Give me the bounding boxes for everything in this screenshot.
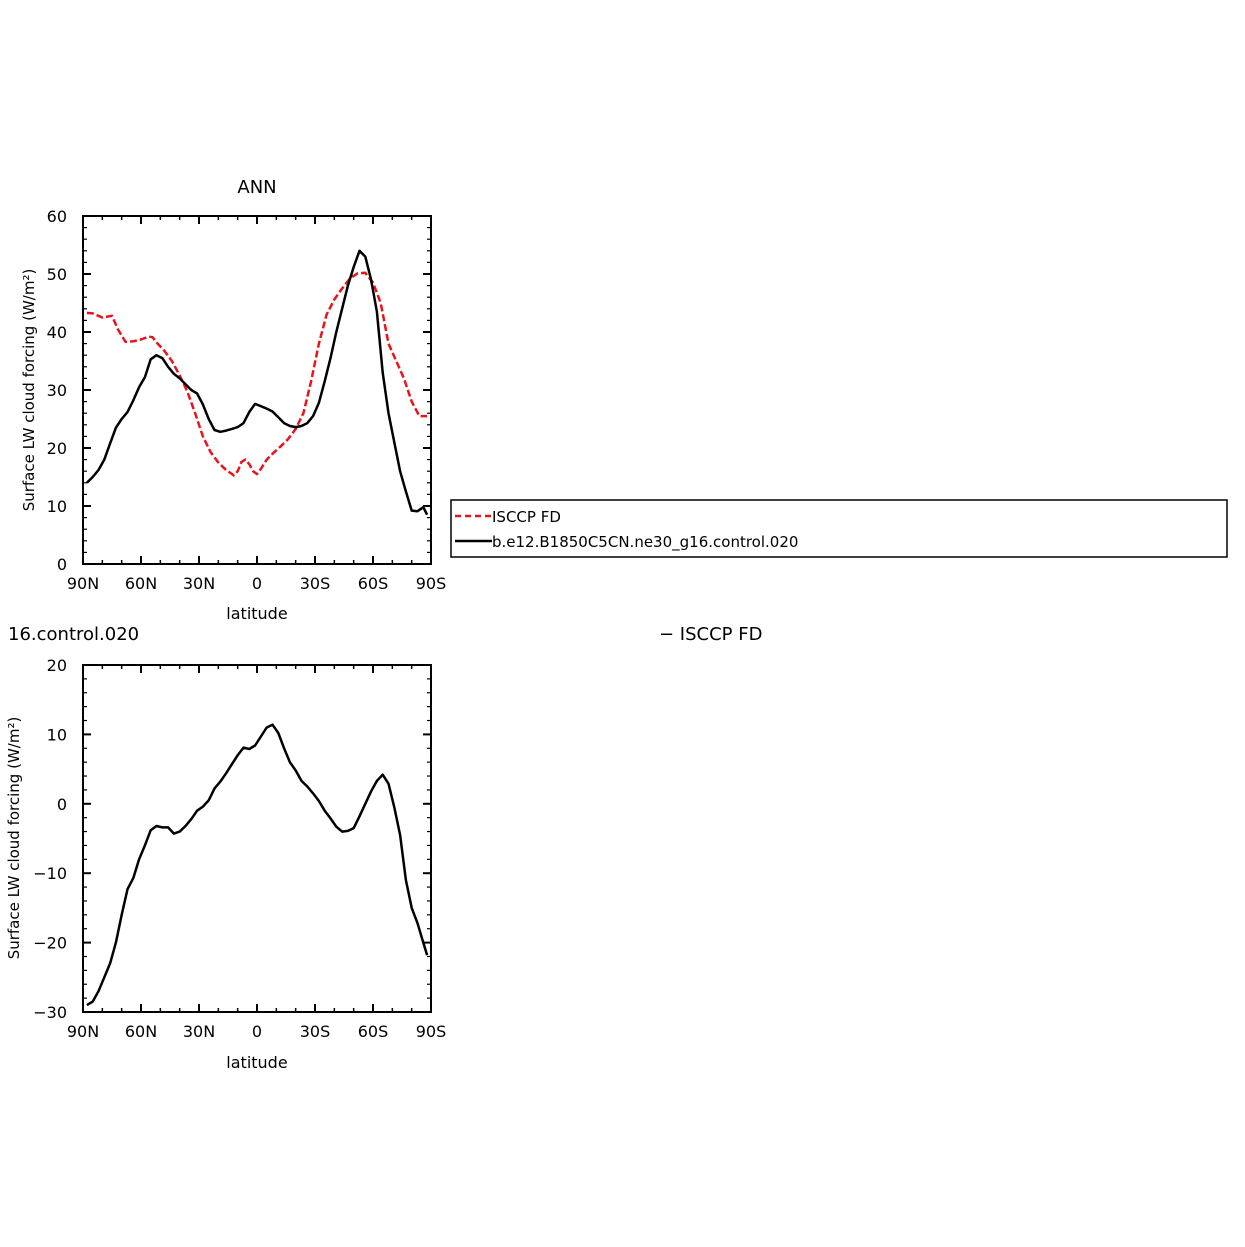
y-axis-label: Surface LW cloud forcing (W/m²) (5, 717, 23, 960)
plot-frame (82, 664, 432, 1013)
legend-label-model: b.e12.B1850C5CN.ne30_g16.control.020 (492, 533, 798, 552)
x-tick-label: 30N (183, 574, 215, 593)
series-line-a (86, 271, 428, 477)
y-tick-label: 40 (47, 323, 67, 342)
x-tick-label: 60N (125, 1022, 157, 1041)
y-tick-label: 10 (47, 725, 67, 744)
series-group (86, 723, 429, 1007)
series-line-b (86, 249, 429, 516)
y-tick-label: 30 (47, 381, 67, 400)
y-tick-label: 0 (57, 555, 67, 574)
x-tick-label: 30S (300, 1022, 331, 1041)
legend: ISCCP FD b.e12.B1850C5CN.ne30_g16.contro… (450, 499, 1228, 558)
x-tick-label: 90S (416, 574, 447, 593)
panel-difference: 16.control.020 − ISCCP FD Surface LW clo… (5, 624, 762, 1072)
x-tick-label: 0 (252, 1022, 262, 1041)
y-tick-label: 20 (47, 656, 67, 675)
x-tick-label: 90N (67, 574, 99, 593)
y-tick-label: 50 (47, 265, 67, 284)
y-tick-label: 10 (47, 497, 67, 516)
x-tick-label: 30N (183, 1022, 215, 1041)
plot-frame (82, 215, 432, 565)
panel-title: 16.control.020 (8, 624, 139, 645)
tick-labels: 90N 60N 30N 0 30S 60S 90S 0 10 20 30 40 50 60 (47, 207, 447, 593)
tick-labels: 90N 60N 30N 0 30S 60S 90S −30 −20 −10 0 10 20 (33, 656, 446, 1041)
y-tick-label: −10 (33, 864, 67, 883)
y-axis-label: Surface LW cloud forcing (W/m²) (20, 269, 38, 512)
panel-subtitle: − ISCCP FD (659, 624, 762, 645)
panel-ann: ANN Surface LW cloud forcing (W/m²) lati… (20, 177, 446, 623)
x-tick-label: 30S (300, 574, 331, 593)
x-axis-label: latitude (226, 1053, 287, 1072)
y-tick-label: −30 (33, 1003, 67, 1022)
y-tick-label: −20 (33, 934, 67, 953)
legend-label-isccp: ISCCP FD (492, 508, 561, 526)
x-tick-label: 90S (416, 1022, 447, 1041)
axis-ticks (82, 664, 432, 1013)
series-group (86, 249, 429, 516)
x-tick-label: 60N (125, 574, 157, 593)
x-tick-label: 60S (358, 574, 389, 593)
x-tick-label: 0 (252, 574, 262, 593)
y-tick-label: 0 (57, 795, 67, 814)
axis-ticks (82, 215, 432, 565)
panel-title: ANN (237, 177, 276, 198)
x-tick-label: 90N (67, 1022, 99, 1041)
series-line-a (86, 723, 429, 1007)
x-axis-label: latitude (226, 604, 287, 623)
y-tick-label: 60 (47, 207, 67, 226)
y-tick-label: 20 (47, 439, 67, 458)
x-tick-label: 60S (358, 1022, 389, 1041)
legend-box (450, 499, 1228, 558)
